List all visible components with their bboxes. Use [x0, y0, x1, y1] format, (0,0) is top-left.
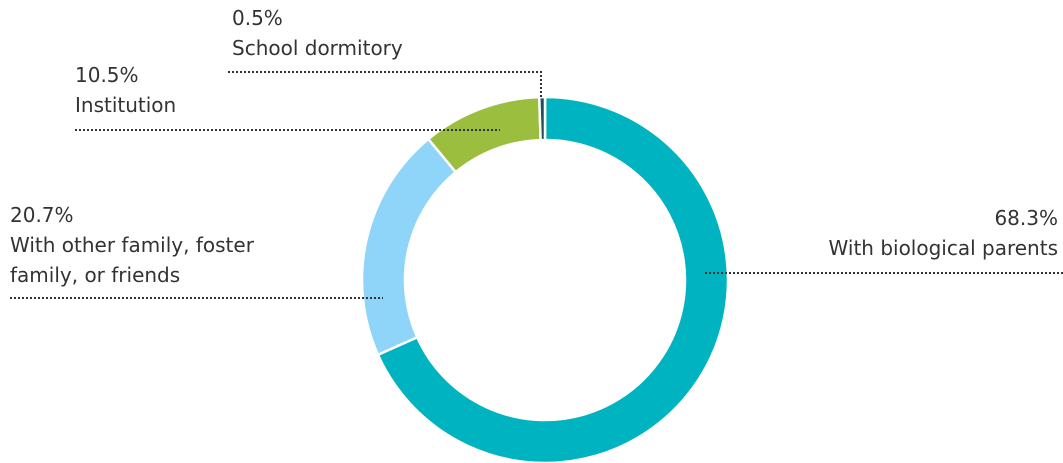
slice-label: 68.3% With biological parents [700, 203, 1058, 263]
leader-line [228, 71, 542, 97]
category-label: With biological parents [828, 236, 1058, 260]
value-label: 10.5% [75, 63, 139, 87]
donut-slice [537, 95, 547, 142]
slice-label: 10.5% Institution [75, 60, 375, 120]
slice-label: 20.7% With other family, foster family, o… [10, 200, 310, 290]
donut-slice [376, 95, 730, 463]
value-label: 20.7% [10, 203, 74, 227]
category-label: With other family, foster family, or fri… [10, 233, 254, 287]
value-label: 0.5% [232, 6, 283, 30]
value-label: 68.3% [994, 206, 1058, 230]
category-label: Institution [75, 93, 177, 117]
category-label: School dormitory [232, 36, 403, 60]
slice-label: 0.5% School dormitory [232, 3, 552, 63]
donut-slice [360, 137, 458, 357]
donut-slice [426, 95, 542, 174]
